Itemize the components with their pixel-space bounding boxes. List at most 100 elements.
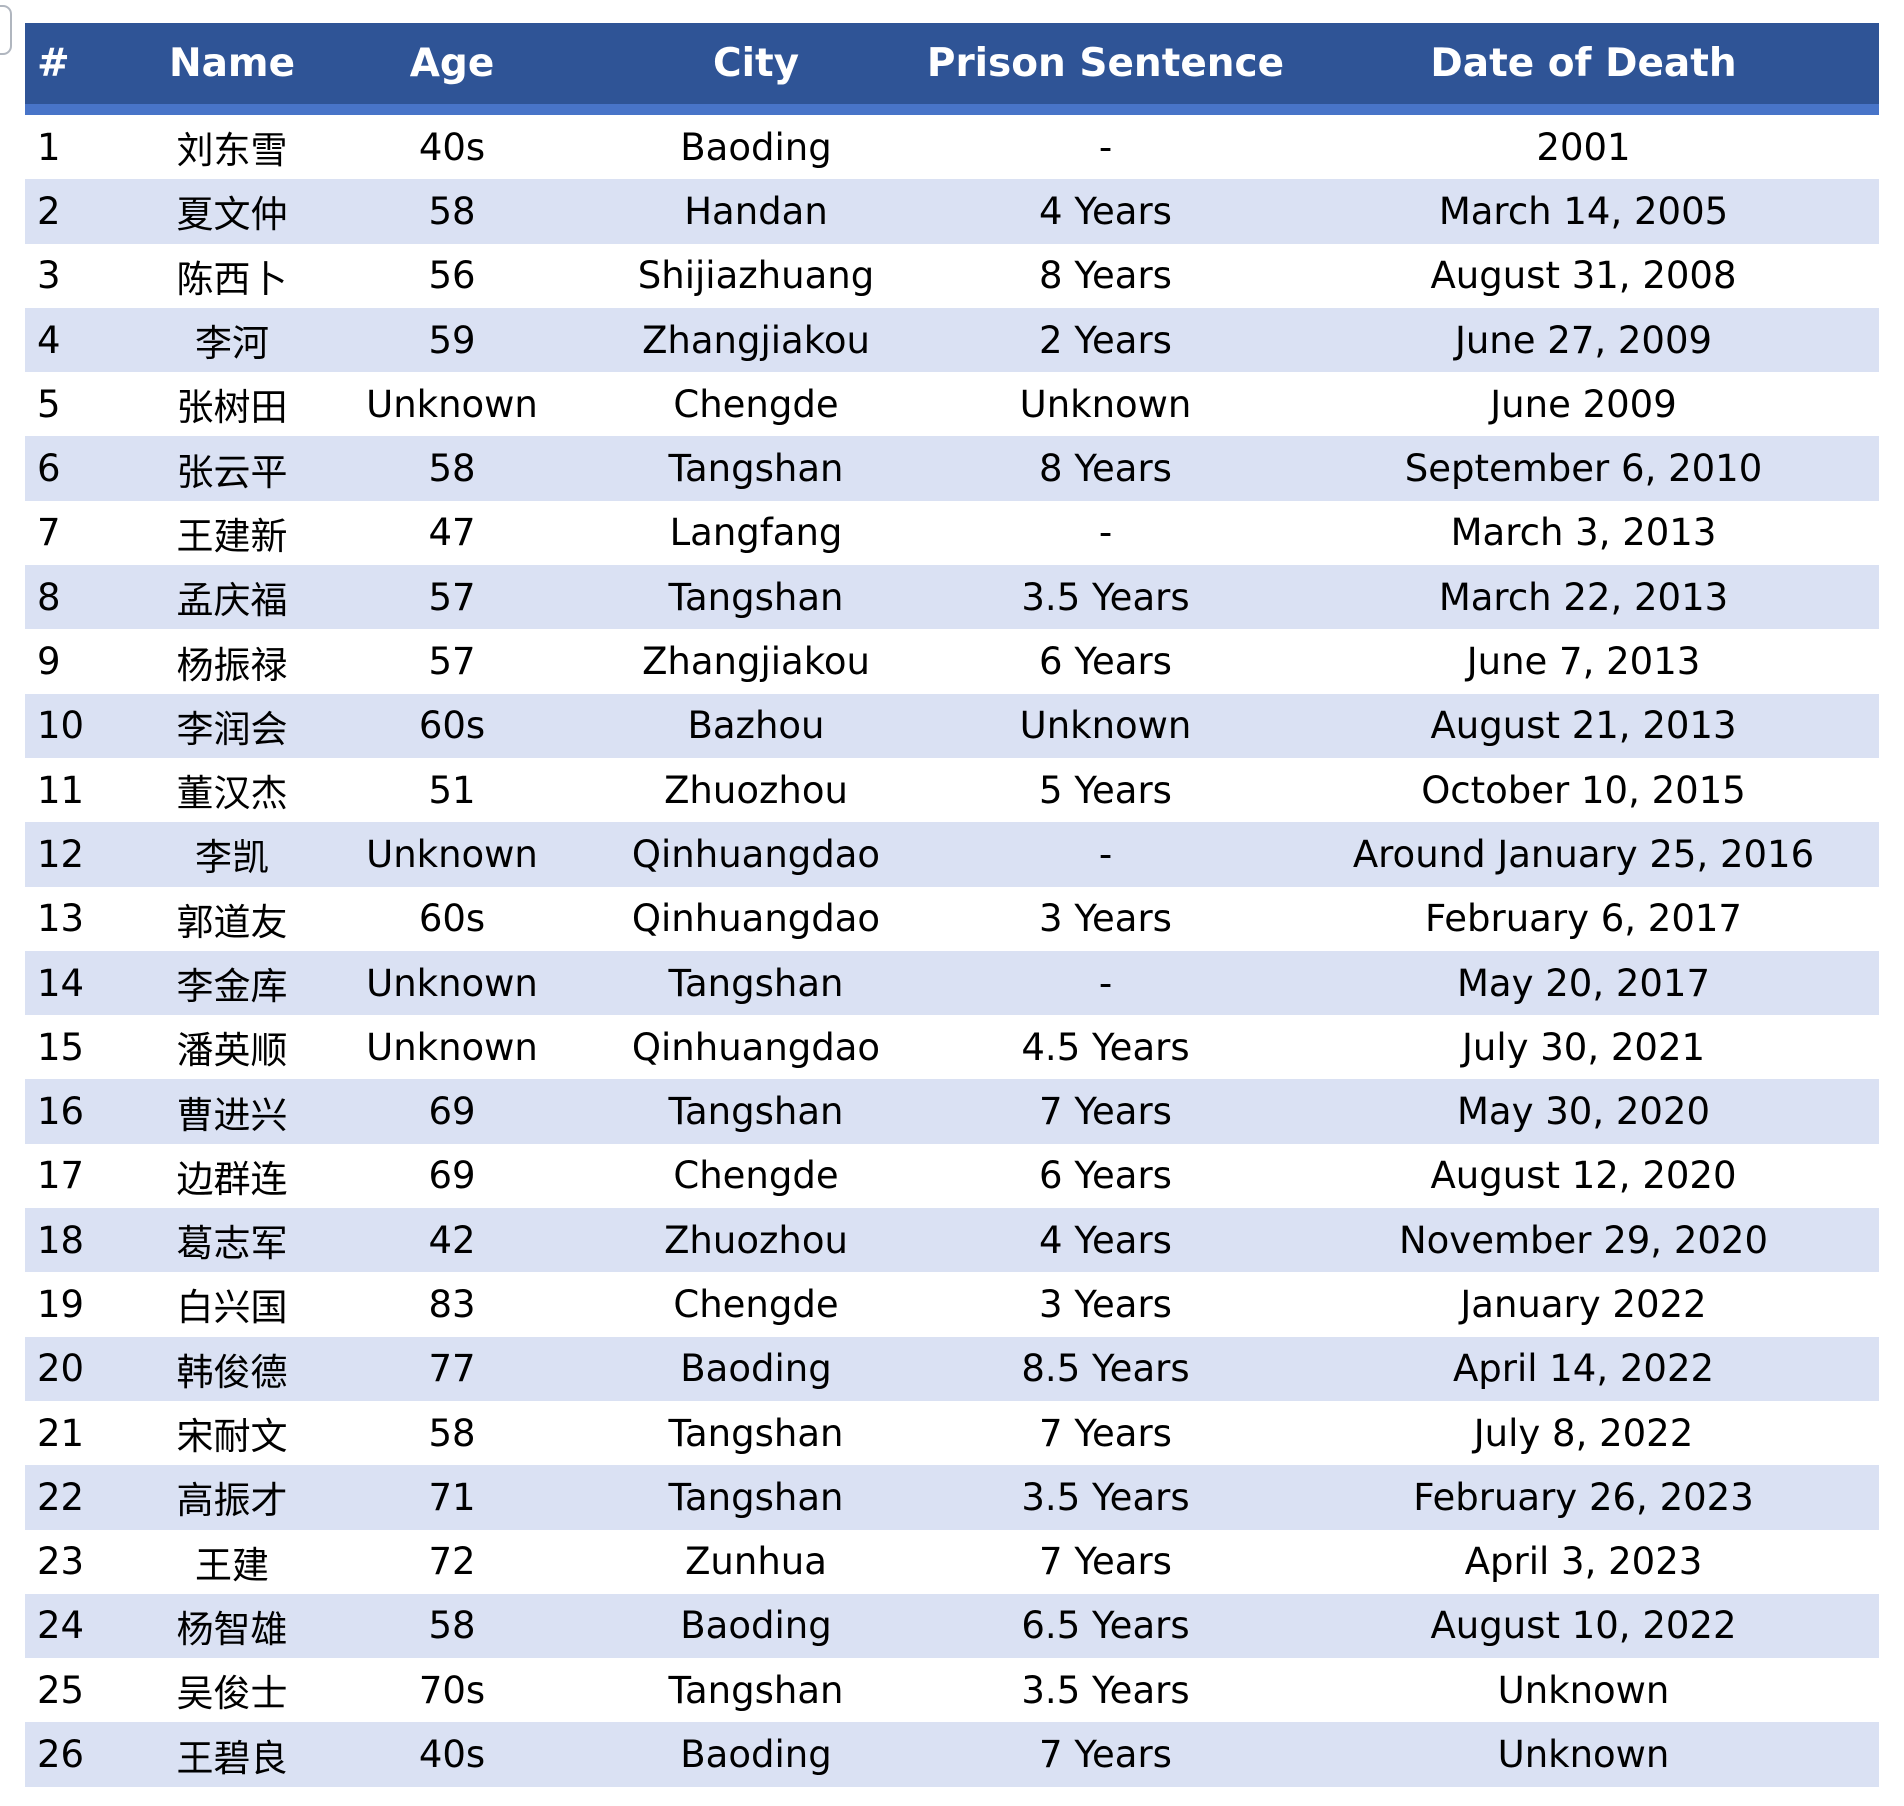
cell-age: 40s bbox=[418, 1733, 486, 1777]
cell-date-of-death: September 6, 2010 bbox=[1404, 447, 1763, 491]
cell-number: 10 bbox=[37, 704, 85, 748]
cell-date-of-death: March 3, 2013 bbox=[1450, 511, 1717, 555]
cell-date-of-death: February 6, 2017 bbox=[1425, 897, 1742, 941]
cell-number: 20 bbox=[37, 1347, 85, 1391]
table-row: 13 郭道友 60s Qinhuangdao 3 Years February 6, 20… bbox=[25, 887, 1879, 951]
cell-number: 24 bbox=[37, 1604, 85, 1648]
table-row: 17 边群连 69 Chengde 6 Years August 12, 2020 bbox=[25, 1144, 1879, 1208]
cell-city: Tangshan bbox=[668, 961, 844, 1005]
cell-date-of-death: February 26, 2023 bbox=[1413, 1475, 1754, 1519]
cell-age: 56 bbox=[428, 254, 476, 298]
cell-number: 21 bbox=[37, 1411, 85, 1455]
table-row: 11 董汉杰 51 Zhuozhou 5 Years October 10, 2015 bbox=[25, 758, 1879, 822]
cell-age: Unknown bbox=[366, 1025, 538, 1069]
cell-prison-sentence: 2 Years bbox=[1039, 318, 1172, 362]
table-row: 10 李润会 60s Bazhou Unknown August 21, 2013 bbox=[25, 693, 1879, 758]
cell-prison-sentence: 5 Years bbox=[1039, 768, 1172, 812]
cell-date-of-death: June 2009 bbox=[1490, 382, 1677, 426]
cell-number: 18 bbox=[37, 1218, 85, 1262]
cell-city: Baoding bbox=[680, 1733, 832, 1777]
cell-date-of-death: Unknown bbox=[1497, 1733, 1670, 1777]
table-row: 4 李河 59 Zhangjiakou 2 Years June 27, 2009 bbox=[25, 307, 1879, 373]
cell-age: 60s bbox=[418, 704, 486, 748]
cell-city: Chengde bbox=[673, 382, 839, 426]
cell-name: 宋耐文 bbox=[176, 1415, 288, 1459]
cell-prison-sentence: 3.5 Years bbox=[1021, 575, 1190, 619]
cell-number: 8 bbox=[37, 575, 61, 619]
cell-name: 边群连 bbox=[176, 1157, 288, 1201]
table-row: 25 吴俊士 70s Tangshan 3.5 Years Unknown bbox=[25, 1658, 1879, 1722]
cell-name: 李河 bbox=[195, 322, 269, 366]
cell-city: Tangshan bbox=[668, 1090, 844, 1134]
table-row: 12 李凯 Unknown Qinhuangdao - Around January 25… bbox=[25, 822, 1879, 887]
column-header-prison-sentence: Prison Sentence bbox=[923, 23, 1288, 115]
cell-prison-sentence: 7 Years bbox=[1039, 1411, 1172, 1455]
cell-prison-sentence: 7 Years bbox=[1039, 1540, 1172, 1584]
cell-city: Baoding bbox=[680, 1604, 832, 1648]
cell-name: 吴俊士 bbox=[176, 1672, 288, 1716]
cell-age: 59 bbox=[428, 318, 476, 362]
cell-number: 5 bbox=[37, 382, 61, 426]
cell-number: 1 bbox=[37, 125, 61, 169]
table-row: 2 夏文仲 58 Handan 4 Years March 14, 2005 bbox=[25, 179, 1879, 244]
cell-date-of-death: October 10, 2015 bbox=[1421, 768, 1746, 812]
cell-date-of-death: May 20, 2017 bbox=[1456, 961, 1711, 1005]
cell-city: Chengde bbox=[673, 1282, 839, 1326]
cell-date-of-death: April 3, 2023 bbox=[1464, 1540, 1703, 1584]
cell-city: Zhangjiakou bbox=[642, 640, 870, 684]
cell-date-of-death: August 10, 2022 bbox=[1430, 1604, 1737, 1648]
cell-number: 6 bbox=[37, 447, 61, 491]
column-header-number: # bbox=[25, 23, 149, 115]
cell-age: 77 bbox=[428, 1347, 476, 1391]
table-row: 7 王建新 47 Langfang - March 3, 2013 bbox=[25, 501, 1879, 565]
column-header-city: City bbox=[589, 23, 923, 115]
table-row: 16 曹进兴 69 Tangshan 7 Years May 30, 2020 bbox=[25, 1079, 1879, 1144]
cell-prison-sentence: Unknown bbox=[1019, 704, 1192, 748]
cell-prison-sentence: 6 Years bbox=[1039, 640, 1172, 684]
table-row: 5 张树田 Unknown Chengde Unknown June 2009 bbox=[25, 372, 1879, 436]
cell-age: 69 bbox=[428, 1154, 476, 1198]
cell-number: 11 bbox=[37, 768, 85, 812]
cell-name: 葛志军 bbox=[176, 1222, 288, 1266]
cell-name: 孟庆福 bbox=[176, 579, 288, 623]
cell-city: Tangshan bbox=[668, 1411, 844, 1455]
cell-prison-sentence: Unknown bbox=[1019, 382, 1192, 426]
cell-name: 杨振禄 bbox=[176, 643, 288, 687]
cell-name: 张树田 bbox=[176, 386, 288, 430]
table-row: 3 陈西卜 56 Shijiazhuang 8 Years August 31, 2008 bbox=[25, 244, 1879, 308]
table-row: 22 高振才 71 Tangshan 3.5 Years February 26, 202… bbox=[25, 1465, 1879, 1530]
cell-city: Qinhuangdao bbox=[631, 1025, 881, 1069]
cell-number: 7 bbox=[37, 511, 61, 555]
cell-name: 王建新 bbox=[176, 514, 288, 558]
cell-city: Baoding bbox=[680, 125, 832, 169]
cell-city: Tangshan bbox=[668, 1475, 844, 1519]
table-body: 1 刘东雪 40s Baoding -2001 2 夏文仲 58 Handan 4 Years Ma… bbox=[25, 110, 1879, 1787]
cell-number: 26 bbox=[37, 1733, 85, 1777]
cell-number: 2 bbox=[37, 189, 61, 233]
cell-name: 潘英顺 bbox=[176, 1029, 288, 1073]
cell-name: 王碧良 bbox=[176, 1736, 288, 1780]
cell-prison-sentence: 7 Years bbox=[1039, 1733, 1172, 1777]
cell-age: Unknown bbox=[366, 832, 538, 876]
cell-name: 张云平 bbox=[176, 450, 288, 494]
table-header: # Name Age City Prison Sentence Date of … bbox=[25, 23, 1879, 115]
cell-prison-sentence: 8 Years bbox=[1039, 447, 1172, 491]
cell-age: 57 bbox=[428, 640, 476, 684]
column-header-age: Age bbox=[315, 23, 589, 115]
cell-date-of-death: July 8, 2022 bbox=[1473, 1411, 1694, 1455]
cell-city: Zunhua bbox=[685, 1540, 827, 1584]
cell-prison-sentence: - bbox=[1098, 832, 1113, 876]
cell-name: 高振才 bbox=[176, 1479, 288, 1523]
cell-age: 60s bbox=[418, 897, 486, 941]
cell-name: 陈西卜 bbox=[176, 257, 288, 301]
cell-city: Qinhuangdao bbox=[631, 832, 881, 876]
victims-table: # Name Age City Prison Sentence Date of … bbox=[25, 23, 1879, 1787]
cell-name: 韩俊德 bbox=[176, 1350, 288, 1394]
table-row: 23 王建 72 Zunhua 7 Years April 3, 2023 bbox=[25, 1530, 1879, 1594]
cell-prison-sentence: 4.5 Years bbox=[1021, 1025, 1190, 1069]
cell-name: 李润会 bbox=[176, 707, 288, 751]
cell-age: 42 bbox=[428, 1218, 476, 1262]
cell-prison-sentence: - bbox=[1098, 511, 1113, 555]
cell-age: Unknown bbox=[366, 961, 538, 1005]
